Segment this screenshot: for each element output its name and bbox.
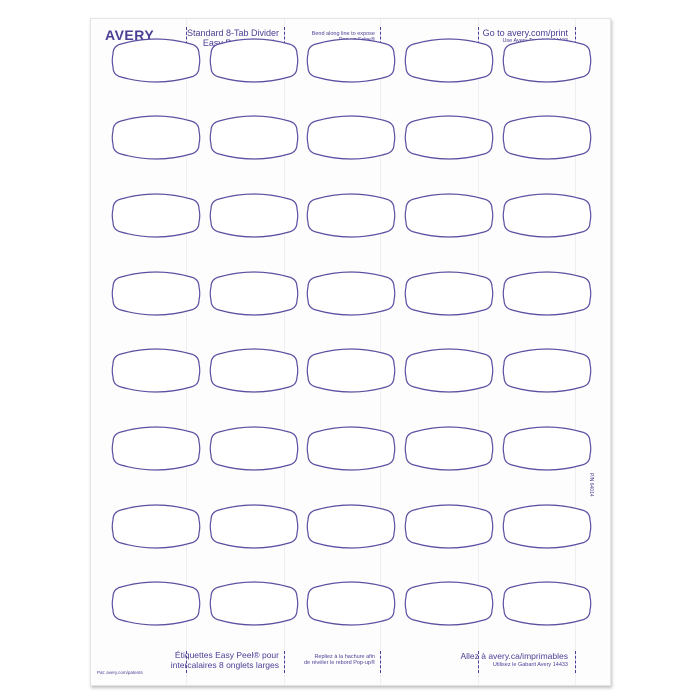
tab-label xyxy=(111,344,201,397)
tab-label xyxy=(209,34,299,87)
part-number: P/N 64014 xyxy=(588,473,594,497)
footer-url: Allez à avery.ca/imprimables xyxy=(460,651,568,661)
tab-label xyxy=(404,577,494,630)
tab-label xyxy=(111,267,201,320)
footer-bend-line1: Repliez à la hachure afin xyxy=(314,654,375,660)
tab-label xyxy=(502,344,592,397)
header-bend-line1: Bend along line to expose xyxy=(311,31,375,37)
footer-product-line2: intercalaires 8 onglets larges xyxy=(170,659,279,670)
tab-label xyxy=(111,189,201,242)
bend-dash-marker xyxy=(186,27,187,49)
tab-label xyxy=(209,189,299,242)
tab-label xyxy=(306,344,396,397)
tab-label xyxy=(502,267,592,320)
tab-label xyxy=(209,422,299,475)
tab-label xyxy=(209,111,299,164)
tab-label xyxy=(502,111,592,164)
tab-label xyxy=(111,500,201,553)
footer-url-note: Allez à avery.ca/imprimables Utilisez le… xyxy=(460,651,568,668)
bend-dash-marker xyxy=(478,651,479,673)
label-sheet: AVERY Standard 8-Tab Divider Easy Peel® … xyxy=(90,18,611,686)
tab-label xyxy=(306,500,396,553)
tab-label xyxy=(502,500,592,553)
tab-label xyxy=(111,111,201,164)
tab-label xyxy=(209,500,299,553)
footer-template: Utilisez le Gabarit Avery 14433 xyxy=(492,661,568,668)
tab-label xyxy=(306,422,396,475)
tab-label xyxy=(306,34,396,87)
tab-label xyxy=(502,189,592,242)
column-guide-line xyxy=(186,19,187,685)
bend-dash-marker xyxy=(380,27,381,49)
tab-label xyxy=(502,577,592,630)
column-guide-line xyxy=(478,19,479,685)
bend-dash-marker xyxy=(575,27,576,49)
tab-label xyxy=(404,189,494,242)
bend-dash-marker xyxy=(380,651,381,673)
footer-bend-line2: de révéler le rebord Pop-up® xyxy=(303,660,375,667)
tab-label xyxy=(306,577,396,630)
header-product-line1: Standard 8-Tab Divider xyxy=(186,28,279,38)
bend-dash-marker xyxy=(478,27,479,49)
tab-label xyxy=(404,422,494,475)
bend-dash-marker xyxy=(186,651,187,673)
header-url: Go to avery.com/print xyxy=(482,28,568,38)
tab-label xyxy=(111,34,201,87)
bend-dash-marker xyxy=(284,651,285,673)
tab-label xyxy=(502,34,592,87)
footer-product-line1: Étiquettes Easy Peel® pour xyxy=(174,650,279,660)
bend-dash-marker xyxy=(284,27,285,49)
column-guide-line xyxy=(284,19,285,685)
tab-label xyxy=(404,111,494,164)
tab-label xyxy=(111,422,201,475)
footer-bend-note: Repliez à la hachure afin de révéler le … xyxy=(304,654,375,667)
bend-dash-marker xyxy=(575,651,576,673)
tab-label xyxy=(209,267,299,320)
tab-label xyxy=(306,189,396,242)
footer-patents: Pat: avery.com/patents xyxy=(97,670,143,675)
tab-label xyxy=(209,344,299,397)
tab-label xyxy=(404,500,494,553)
tab-label xyxy=(306,111,396,164)
tab-label xyxy=(111,577,201,630)
tab-label xyxy=(502,422,592,475)
tab-label xyxy=(404,34,494,87)
tab-label xyxy=(404,344,494,397)
tab-label xyxy=(306,267,396,320)
tab-label xyxy=(209,577,299,630)
footer-product-title: Étiquettes Easy Peel® pour intercalaires… xyxy=(170,650,279,671)
tab-label xyxy=(404,267,494,320)
column-guide-line xyxy=(380,19,381,685)
